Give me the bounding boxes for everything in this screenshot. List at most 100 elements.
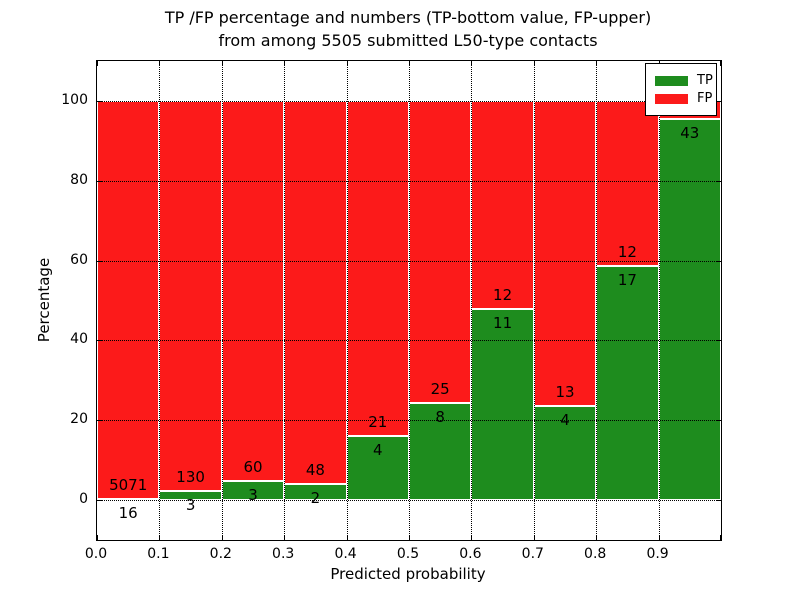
bar-segment-tp	[596, 266, 659, 501]
fp-count-label: 12	[493, 286, 513, 305]
bar-segment-fp	[97, 100, 160, 499]
fp-swatch-icon	[655, 93, 688, 104]
x-tick-label: 0.3	[272, 546, 295, 562]
bar-segment-fp	[346, 100, 409, 437]
v-gridline	[533, 61, 535, 540]
tp-count-label: 16	[118, 503, 138, 522]
legend-item-tp: TP	[655, 73, 713, 88]
y-tick-mark	[716, 100, 721, 102]
tp-count-label: 17	[617, 271, 637, 290]
x-tick-mark	[284, 61, 286, 66]
v-gridline	[221, 61, 223, 540]
x-tick-label: 0.7	[521, 546, 544, 562]
v-gridline	[159, 61, 161, 540]
fp-count-label: 12	[617, 243, 637, 262]
fp-count-label: 21	[368, 413, 388, 432]
v-gridline	[284, 61, 286, 540]
tp-legend-label: TP	[697, 73, 713, 88]
x-tick-mark	[221, 61, 223, 66]
tp-count-label: 2	[310, 489, 321, 508]
bar-segment-tp	[658, 118, 721, 501]
bar-segment-fp	[533, 100, 597, 407]
y-tick-mark	[716, 260, 721, 262]
v-gridline	[596, 61, 598, 540]
x-tick-mark	[97, 61, 98, 66]
tp-count-label: 3	[185, 496, 196, 515]
tp-count-label: 4	[373, 441, 383, 460]
bar-segment-fp	[471, 100, 534, 310]
x-tick-mark	[720, 535, 721, 540]
bar-segment-tp	[409, 403, 472, 501]
tp-count-label: 8	[435, 408, 445, 427]
y-tick-mark	[716, 500, 721, 502]
y-tick-label: 40	[70, 331, 88, 348]
x-tick-mark	[471, 535, 473, 540]
bar-segment-tp	[533, 406, 597, 501]
x-tick-label: 0.9	[646, 546, 669, 562]
fp-legend-label: FP	[697, 91, 713, 106]
x-tick-mark	[596, 61, 598, 66]
fp-count-label: 25	[430, 380, 450, 399]
fp-count-label: 48	[305, 461, 325, 480]
y-tick-label: 60	[70, 251, 88, 268]
x-tick-mark	[284, 535, 286, 540]
legend-item-fp: FP	[655, 91, 712, 106]
x-tick-label: 0.0	[84, 546, 108, 562]
x-tick-mark	[97, 535, 98, 540]
bar-segment-fp	[409, 100, 472, 404]
chart-title-line2: from among 5505 submitted L50-type conta…	[218, 31, 598, 50]
x-tick-mark	[471, 61, 473, 66]
y-tick-mark	[716, 420, 721, 422]
y-tick-mark	[97, 100, 102, 102]
x-tick-mark	[533, 535, 535, 540]
y-tick-mark	[97, 340, 102, 342]
x-tick-label: 0.4	[334, 546, 357, 562]
x-tick-mark	[720, 61, 721, 66]
y-tick-mark	[97, 180, 102, 182]
x-tick-label: 0.8	[584, 546, 607, 562]
v-gridline	[471, 61, 473, 540]
bar-segment-fp	[221, 100, 285, 482]
x-tick-label: 0.6	[459, 546, 482, 562]
x-tick-mark	[596, 535, 598, 540]
x-tick-mark	[346, 61, 348, 66]
y-tick-label: 0	[79, 491, 88, 508]
bar-segment-fp	[596, 100, 659, 267]
tp-swatch-icon	[655, 75, 688, 86]
chart-title: TP /FP percentage and numbers (TP-bottom…	[96, 6, 720, 52]
y-tick-mark	[716, 340, 721, 342]
fp-count-label: 13	[555, 383, 575, 402]
x-tick-label: 0.2	[209, 546, 232, 562]
bar-segment-tp	[471, 309, 534, 501]
x-axis-label: Predicted probability	[330, 565, 486, 583]
v-gridline	[658, 61, 660, 540]
y-tick-mark	[716, 180, 721, 182]
x-tick-mark	[409, 535, 410, 540]
y-tick-label: 100	[61, 91, 88, 108]
x-tick-mark	[533, 61, 535, 66]
x-tick-mark	[221, 535, 223, 540]
chart-title-line1: TP /FP percentage and numbers (TP-bottom…	[164, 8, 652, 27]
bar-segment-fp	[159, 100, 222, 492]
y-tick-mark	[97, 500, 102, 502]
v-gridline	[409, 61, 410, 540]
x-tick-label: 0.1	[147, 546, 170, 562]
v-gridline	[346, 61, 348, 540]
tp-count-label: 43	[680, 123, 700, 142]
tp-count-label: 4	[560, 411, 570, 430]
legend: TP FP	[645, 63, 717, 116]
x-tick-mark	[159, 535, 161, 540]
y-tick-label: 20	[70, 411, 88, 428]
tp-count-label: 3	[248, 486, 258, 505]
bar-segment-fp	[284, 100, 347, 485]
y-tick-label: 80	[70, 171, 88, 188]
fp-count-label: 130	[176, 468, 205, 487]
fp-count-label: 60	[243, 458, 263, 477]
plot-area: 507116130360348221425812111341217243	[96, 60, 722, 541]
y-tick-mark	[97, 260, 102, 262]
fp-count-label: 5071	[109, 475, 148, 494]
y-tick-mark	[97, 420, 102, 422]
x-tick-mark	[409, 61, 410, 66]
x-tick-mark	[658, 535, 660, 540]
